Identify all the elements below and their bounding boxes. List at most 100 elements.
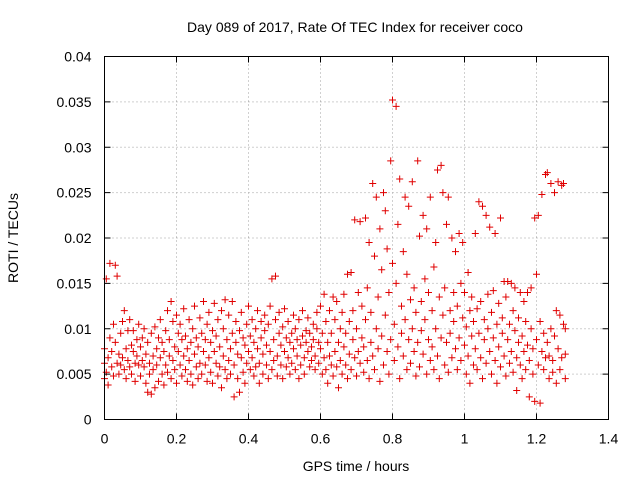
data-point — [475, 329, 483, 337]
data-point — [502, 372, 510, 380]
data-point — [115, 370, 123, 378]
data-point — [219, 352, 227, 360]
data-point — [396, 175, 404, 183]
data-point — [405, 336, 413, 344]
data-point — [187, 370, 195, 378]
data-point — [151, 384, 159, 392]
data-point — [491, 229, 499, 237]
data-point — [216, 343, 224, 351]
data-point — [470, 361, 477, 369]
data-point — [243, 320, 251, 328]
data-point — [214, 316, 222, 324]
data-point — [268, 366, 276, 374]
data-point — [455, 334, 463, 342]
data-point — [178, 336, 186, 344]
data-point — [207, 338, 215, 346]
data-point — [317, 345, 324, 353]
y-tick-label: 0.035 — [56, 94, 91, 110]
data-point — [511, 284, 519, 292]
x-tick-label: 1 — [461, 431, 469, 447]
data-point — [183, 345, 191, 353]
data-point — [486, 223, 494, 231]
data-point — [351, 354, 359, 362]
data-point — [182, 332, 189, 340]
data-point — [480, 336, 488, 344]
data-point — [144, 338, 152, 346]
data-point — [169, 317, 177, 325]
data-point — [403, 366, 411, 374]
y-tick-label: 0.04 — [64, 49, 91, 65]
data-point — [552, 307, 560, 315]
data-point — [259, 370, 267, 378]
data-point — [129, 347, 137, 355]
data-point — [428, 307, 436, 315]
data-point — [329, 372, 337, 380]
data-point — [383, 245, 391, 253]
data-point — [426, 357, 434, 365]
data-point — [203, 320, 211, 328]
data-point — [126, 316, 134, 324]
data-point — [165, 352, 173, 360]
data-point — [185, 316, 193, 324]
data-point — [288, 359, 296, 367]
data-point — [203, 377, 211, 385]
data-point — [167, 375, 175, 383]
data-point — [113, 359, 121, 367]
data-point — [288, 329, 296, 337]
data-point — [171, 366, 179, 374]
data-point — [390, 320, 398, 328]
data-point — [295, 316, 303, 324]
data-point — [497, 214, 504, 222]
data-point — [286, 370, 294, 378]
data-point — [241, 341, 249, 349]
data-point — [205, 354, 213, 362]
data-point — [365, 239, 373, 247]
data-point — [531, 214, 539, 222]
data-point — [297, 341, 305, 349]
y-tick-label: 0.015 — [56, 275, 91, 291]
data-point — [410, 284, 418, 292]
data-point — [327, 361, 335, 369]
data-point — [232, 317, 240, 325]
data-point — [182, 366, 189, 374]
data-point — [326, 352, 333, 360]
data-point — [300, 354, 308, 362]
data-point — [236, 388, 243, 396]
data-point — [250, 338, 258, 346]
data-point — [381, 207, 389, 215]
data-point — [414, 338, 422, 346]
data-point — [331, 316, 339, 324]
y-axis-label: ROTI / TECUs — [5, 193, 21, 283]
data-point — [365, 375, 373, 383]
data-point — [515, 314, 522, 322]
data-point — [448, 234, 456, 242]
data-point — [196, 314, 204, 322]
data-point — [554, 345, 562, 353]
data-point — [399, 248, 407, 256]
data-point — [218, 307, 225, 315]
data-point — [506, 320, 513, 328]
data-point — [545, 352, 553, 360]
data-point — [336, 357, 344, 365]
data-point — [443, 338, 450, 346]
data-point — [389, 96, 396, 104]
data-point — [261, 311, 269, 319]
data-point — [453, 302, 461, 310]
data-point — [115, 350, 123, 358]
data-point — [295, 375, 303, 383]
data-point — [232, 338, 240, 346]
data-point — [156, 354, 164, 362]
data-point — [270, 336, 278, 344]
data-point — [212, 359, 220, 367]
data-point — [135, 361, 143, 369]
data-point — [128, 341, 135, 349]
data-point — [308, 343, 315, 351]
data-point — [133, 336, 141, 344]
data-point — [471, 345, 479, 353]
data-point — [473, 366, 481, 374]
data-point — [225, 311, 233, 319]
data-point — [196, 359, 204, 367]
data-point — [111, 261, 119, 269]
data-point — [534, 361, 542, 369]
data-point — [237, 354, 245, 362]
